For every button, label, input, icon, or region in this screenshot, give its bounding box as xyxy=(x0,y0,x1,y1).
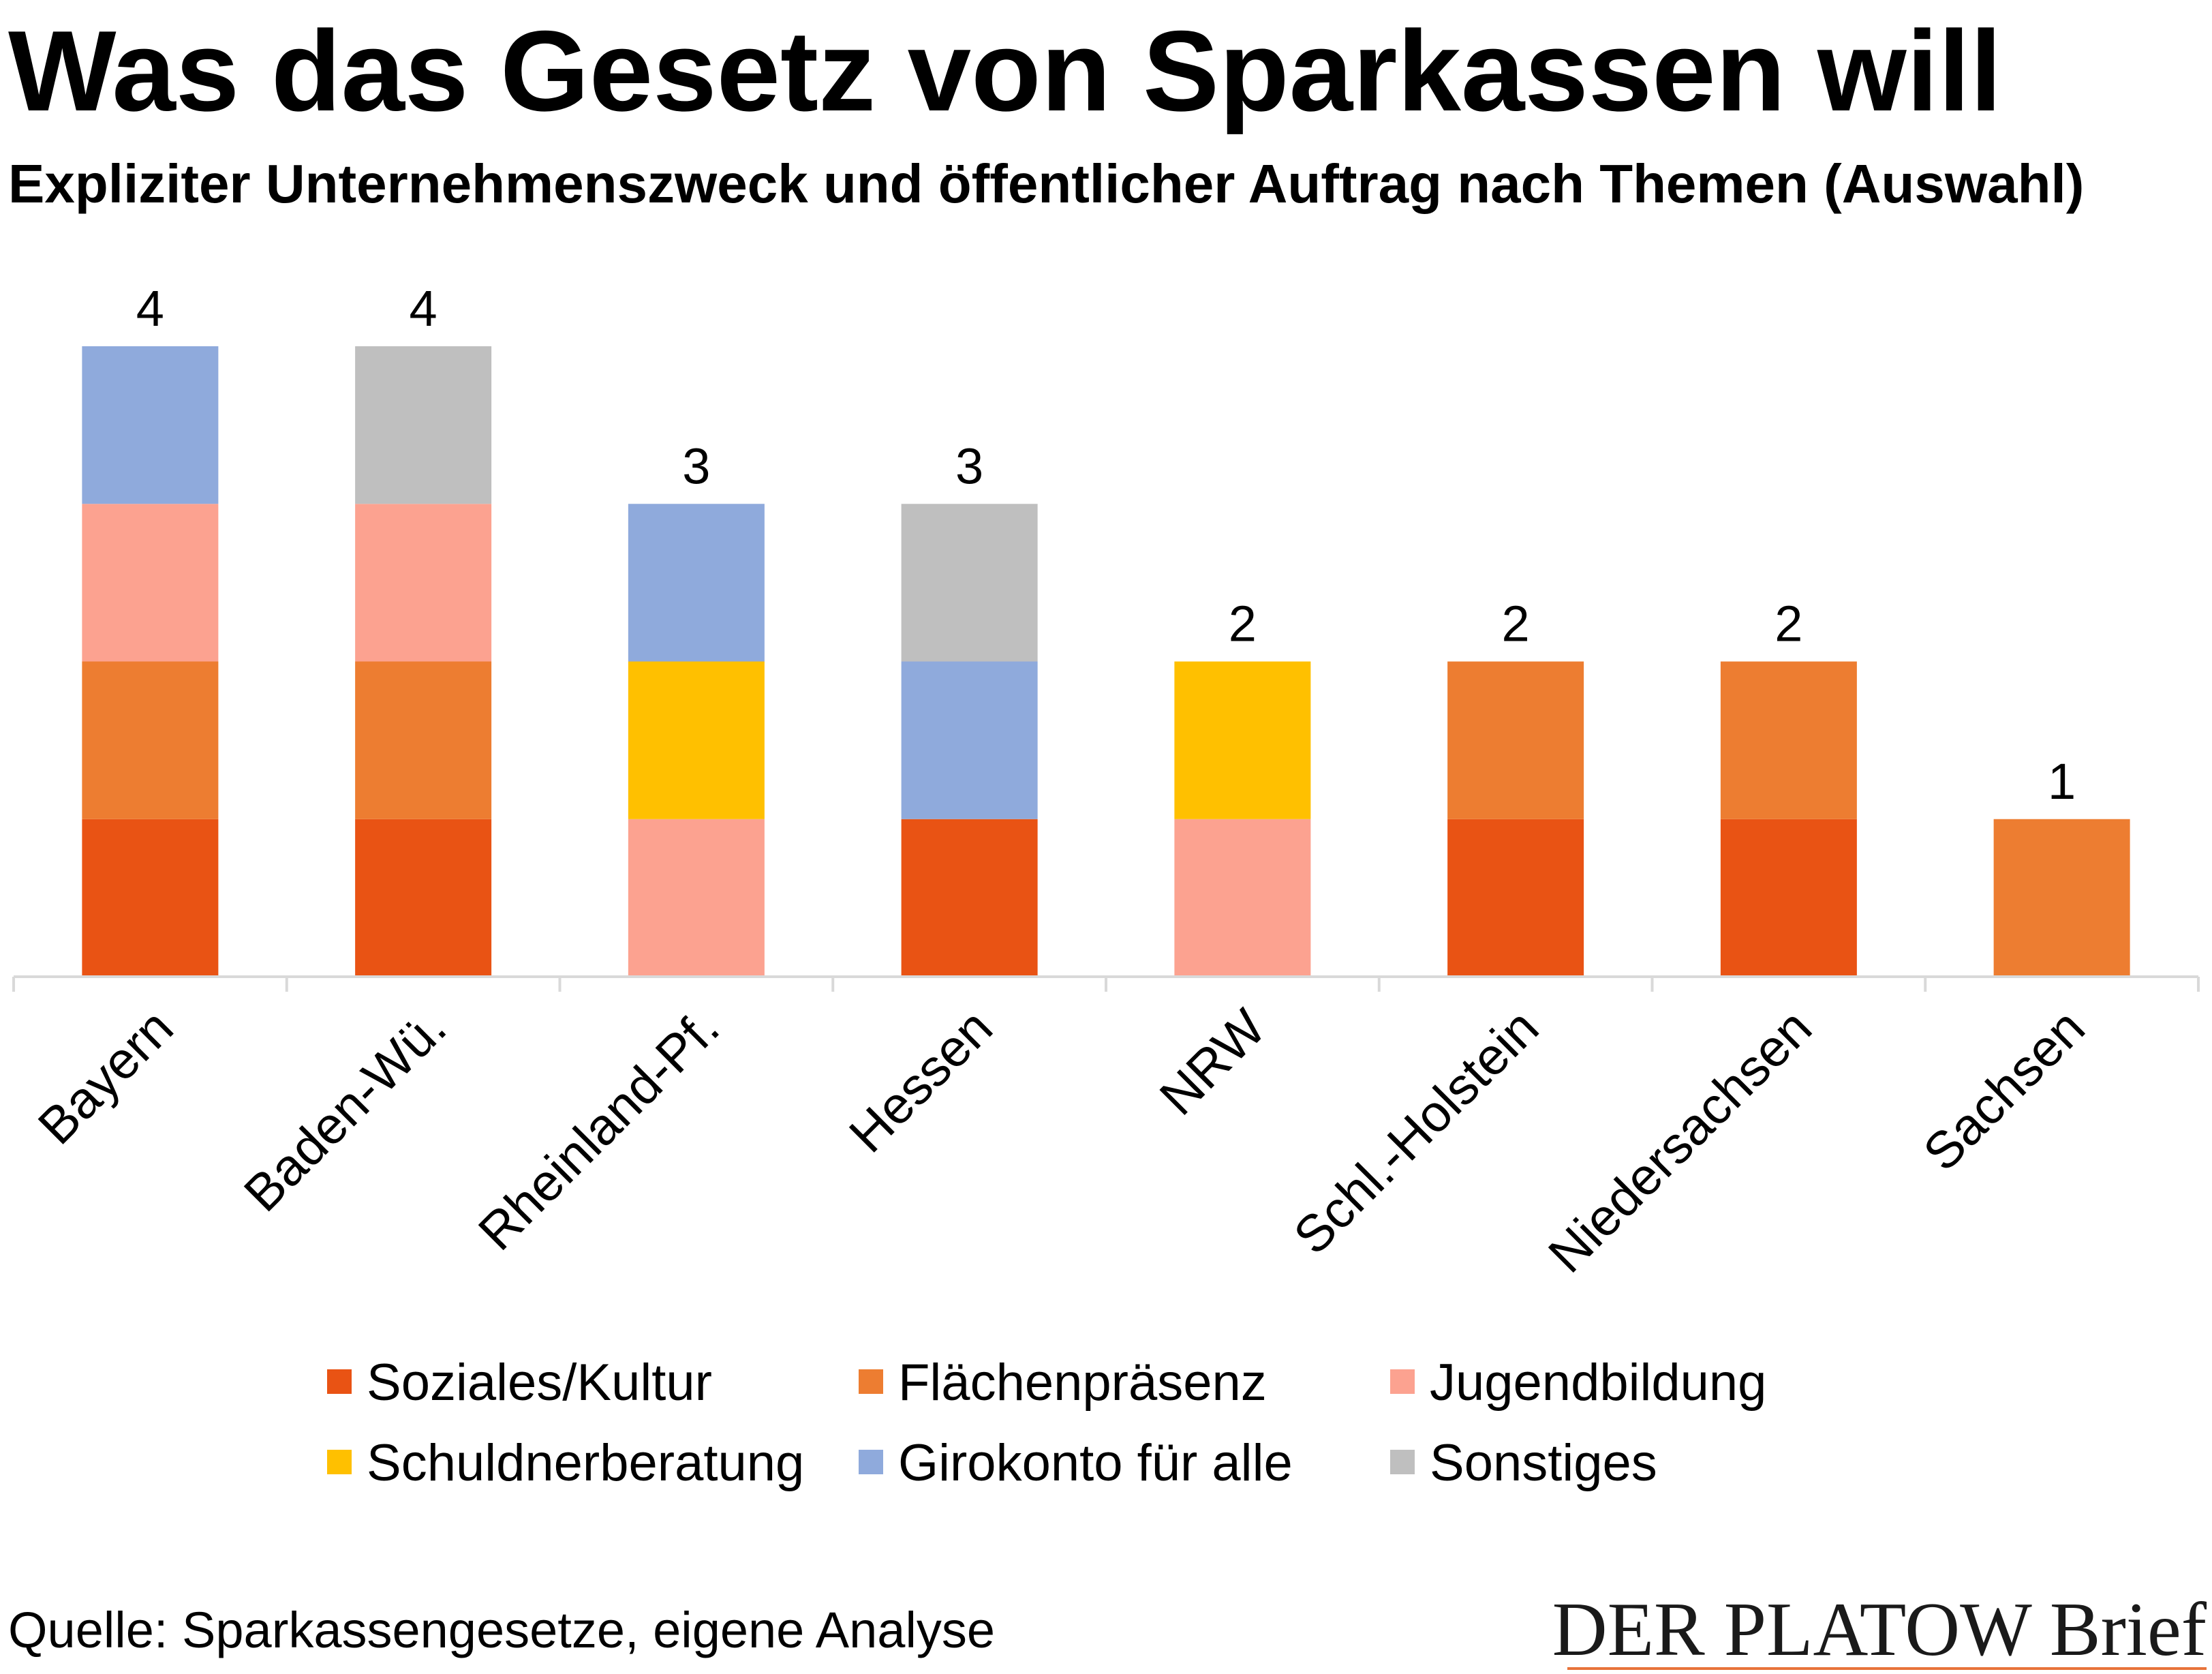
x-tick-label: NRW xyxy=(1149,999,1277,1127)
x-tick-label: Niedersachsen xyxy=(1537,999,1823,1284)
x-tick-label: Hessen xyxy=(838,999,1003,1163)
total-label: 2 xyxy=(1229,596,1257,652)
legend-swatch xyxy=(327,1450,352,1474)
legend-label: Schuldnerberatung xyxy=(367,1434,804,1492)
legend-label: Flächenpräsenz xyxy=(898,1354,1267,1412)
x-tick-label: Schl.-Holstein xyxy=(1283,999,1550,1266)
bar-segment xyxy=(82,661,219,819)
bar-segment xyxy=(628,661,765,819)
total-labels: 4 4 3 3 2 2 2 1 xyxy=(136,280,2076,810)
legend-swatch xyxy=(859,1369,883,1394)
x-tick-label: Bayern xyxy=(27,999,184,1155)
total-label: 3 xyxy=(955,438,983,494)
bar-segment xyxy=(628,819,765,977)
total-label: 2 xyxy=(1775,596,1802,652)
bar-segment xyxy=(1174,661,1311,819)
chart-title: Was das Gesetz von Sparkassen will xyxy=(8,7,2002,135)
bar-segment xyxy=(901,819,1038,977)
bar-segment xyxy=(1720,819,1857,977)
legend-swatch xyxy=(1390,1450,1415,1474)
bar-segment xyxy=(82,819,219,977)
bar-group xyxy=(82,346,2130,977)
chart-subtitle: Expliziter Unternehmenszweck und öffentl… xyxy=(8,153,2085,214)
bar-segment xyxy=(901,504,1038,662)
bar-segment xyxy=(355,346,492,504)
total-label: 2 xyxy=(1502,596,1530,652)
x-tick-label: Rheinland-Pf. xyxy=(467,999,731,1262)
bar-segment xyxy=(1720,661,1857,819)
total-label: 1 xyxy=(2048,753,2076,810)
legend-swatch xyxy=(327,1369,352,1394)
bar-segment xyxy=(1993,819,2130,977)
brand-logo: DER PLATOW Brief xyxy=(1552,1587,2207,1672)
total-label: 3 xyxy=(682,438,710,494)
brand-underline xyxy=(1567,1667,2207,1670)
legend-label: Jugendbildung xyxy=(1430,1354,1766,1412)
bar-segment xyxy=(82,346,219,504)
bar-segment xyxy=(355,661,492,819)
x-tick-label: Baden-Wü. xyxy=(233,999,457,1223)
bar-segment xyxy=(901,661,1038,819)
legend-swatch xyxy=(859,1450,883,1474)
x-tick-labels: Bayern Baden-Wü. Rheinland-Pf. Hessen NRW Sch… xyxy=(27,999,2096,1284)
bar-segment xyxy=(628,504,765,662)
legend-label: Sonstiges xyxy=(1430,1434,1657,1492)
bar-segment xyxy=(82,504,219,662)
bar-segment xyxy=(355,504,492,662)
total-label: 4 xyxy=(410,280,437,337)
legend-label: Girokonto für alle xyxy=(898,1434,1293,1492)
legend-label: Soziales/Kultur xyxy=(367,1354,712,1412)
x-tick-label: Sachsen xyxy=(1912,999,2095,1182)
bar-segment xyxy=(355,819,492,977)
legend: Soziales/Kultur Flächenpräsenz Jugendbildu… xyxy=(327,1354,1766,1492)
total-label: 4 xyxy=(136,280,164,337)
source-note: Quelle: Sparkassengesetze, eigene Analys… xyxy=(8,1602,996,1658)
bar-segment xyxy=(1447,661,1584,819)
x-axis xyxy=(12,975,2200,992)
bar-segment xyxy=(1447,819,1584,977)
legend-swatch xyxy=(1390,1369,1415,1394)
bar-segment xyxy=(1174,819,1311,977)
